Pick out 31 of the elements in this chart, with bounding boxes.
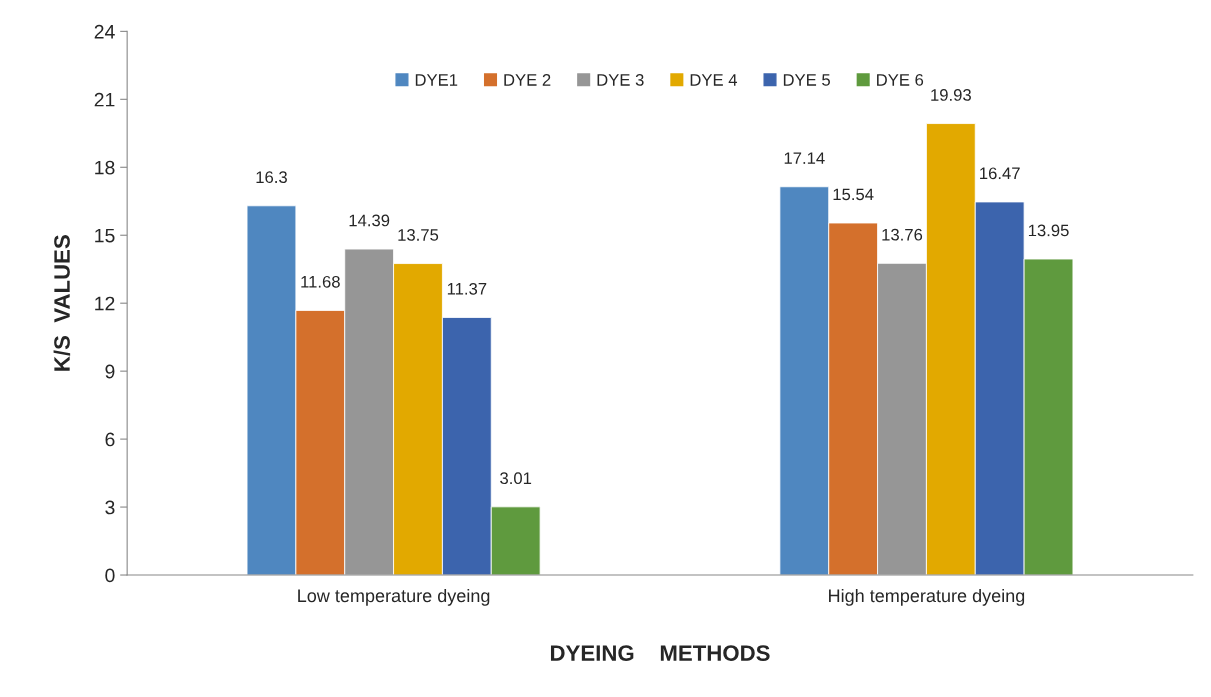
y-tick-label: 3 — [105, 500, 115, 515]
data-label: 14.39 — [349, 214, 390, 227]
y-tick-label: 21 — [94, 92, 115, 107]
legend-label: DYE 6 — [877, 73, 924, 86]
data-label: 16.47 — [980, 167, 1020, 180]
data-label: 16.3 — [256, 171, 287, 184]
x-axis-title: DYEING METHODS — [550, 645, 770, 661]
data-label: 13.76 — [882, 228, 923, 241]
legend-label: DYE 4 — [690, 74, 738, 86]
data-label: 17.14 — [784, 152, 825, 164]
data-label: 11.68 — [301, 275, 340, 288]
data-label: 15.54 — [833, 188, 874, 201]
y-tick-label: 15 — [95, 228, 115, 243]
y-tick-label: 9 — [105, 364, 115, 379]
data-label: 11.37 — [447, 282, 487, 295]
data-label: 13.95 — [1028, 224, 1069, 237]
y-tick-label: 6 — [105, 432, 115, 447]
legend-label: DYE1 — [415, 74, 458, 86]
y-tick-label: 24 — [94, 24, 115, 39]
y-tick-label: 0 — [105, 568, 115, 583]
x-tick-label: High temperature dyeing — [829, 588, 1025, 606]
y-tick-label: 18 — [95, 160, 115, 175]
data-label: 3.01 — [500, 472, 532, 485]
legend-label: DYE 2 — [504, 73, 551, 86]
legend-label: DYE 3 — [597, 73, 644, 86]
y-tick-label: 12 — [95, 296, 115, 311]
legend-label: DYE 5 — [783, 74, 830, 86]
data-label: 13.75 — [398, 229, 439, 241]
data-label: 19.93 — [931, 89, 971, 101]
x-tick-label: Low temperature dyeing — [298, 588, 490, 606]
y-axis-title: K/S VALUES — [53, 235, 71, 371]
